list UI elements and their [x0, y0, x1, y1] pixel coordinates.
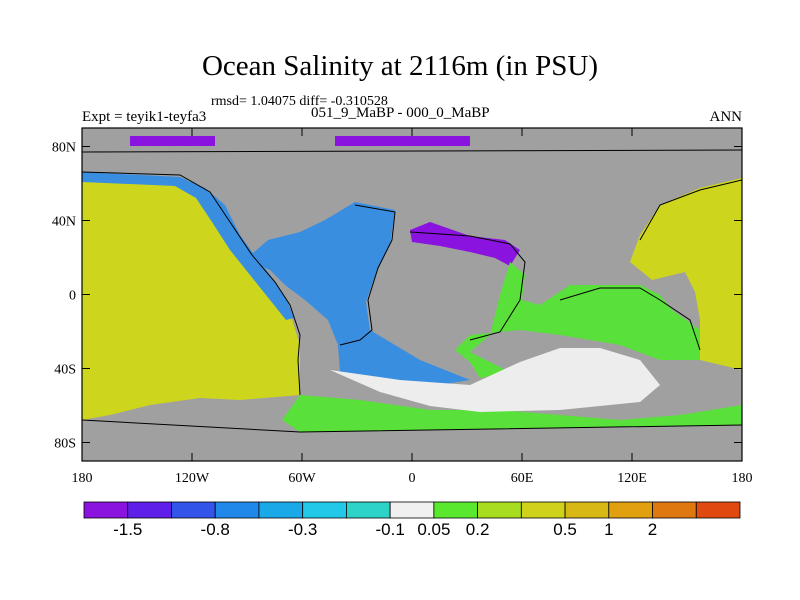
- mediterranean-region: [410, 222, 520, 266]
- southern-ocean-band: [282, 395, 742, 432]
- colorbar-label: 2: [648, 520, 657, 539]
- colorbar-swatch: [695, 501, 741, 519]
- lon-tick-label: 120E: [617, 471, 647, 486]
- arctic-ocean-strip-2: [335, 136, 470, 146]
- lat-tick-label: 80S: [54, 437, 76, 452]
- lon-tick-label: 120W: [175, 471, 210, 486]
- season-label: ANN: [709, 109, 743, 125]
- colorbar-swatch: [83, 501, 129, 519]
- arctic-ocean-strip: [130, 136, 215, 146]
- colorbar: -1.5 -0.8 -0.3 -0.1 0.05 0.2 0.5 1 2: [83, 501, 741, 539]
- colorbar-swatch: [520, 501, 566, 519]
- colorbar-swatch: [477, 501, 522, 519]
- colorbar-swatch: [258, 501, 304, 519]
- colorbar-label: 0.2: [466, 520, 490, 539]
- lon-tick-label: 180: [72, 471, 93, 486]
- colorbar-swatch: [564, 501, 610, 519]
- colorbar-label: -0.8: [201, 520, 230, 539]
- colorbar-swatch: [345, 501, 391, 519]
- pacific-ocean-east: [630, 178, 742, 370]
- colorbar-label: -0.3: [288, 520, 317, 539]
- southern-ocean-core: [330, 348, 660, 412]
- atlantic-ocean: [245, 202, 470, 388]
- pacific-ocean-west: [82, 175, 300, 420]
- lon-tick-label: 60W: [288, 471, 316, 486]
- lon-tick-label: 60E: [511, 471, 534, 486]
- lat-tick-label: 0: [69, 289, 76, 304]
- colorbar-label: -1.5: [113, 520, 142, 539]
- lon-tick-label: 0: [409, 471, 416, 486]
- map-title: Ocean Salinity at 2116m (in PSU): [201, 50, 599, 82]
- colorbar-label: 0.05: [417, 520, 450, 539]
- lat-tick-label: 40S: [54, 363, 76, 378]
- colorbar-swatch: [433, 501, 479, 519]
- colorbar-swatch: [127, 501, 172, 519]
- lat-tick-label: 40N: [52, 215, 76, 230]
- lon-tick-label: 180: [732, 471, 753, 486]
- map-plot-area: [82, 128, 742, 461]
- colorbar-label: 1: [604, 520, 613, 539]
- period-label: 051_9_MaBP - 000_0_MaBP: [311, 105, 490, 121]
- coastlines: [82, 149, 742, 433]
- colorbar-label: -0.1: [375, 520, 404, 539]
- colorbar-swatch: [214, 501, 260, 519]
- longitude-axis: 180 120W 60W 0 60E 120E 180: [72, 128, 753, 486]
- indian-ocean: [455, 262, 700, 378]
- latitude-axis: 80N 40N 0 40S 80S: [52, 141, 742, 452]
- colorbar-swatch: [652, 501, 697, 519]
- experiment-label: Expt = teyik1-teyfa3: [82, 109, 207, 125]
- colorbar-swatch: [171, 501, 216, 519]
- colorbar-label: 0.5: [553, 520, 577, 539]
- colorbar-swatch: [389, 501, 435, 519]
- stats-subtitle: rmsd= 1.04075 diff= -0.310528: [211, 94, 388, 109]
- colorbar-swatch: [608, 501, 653, 519]
- lat-tick-label: 80N: [52, 141, 76, 156]
- colorbar-swatch: [302, 501, 347, 519]
